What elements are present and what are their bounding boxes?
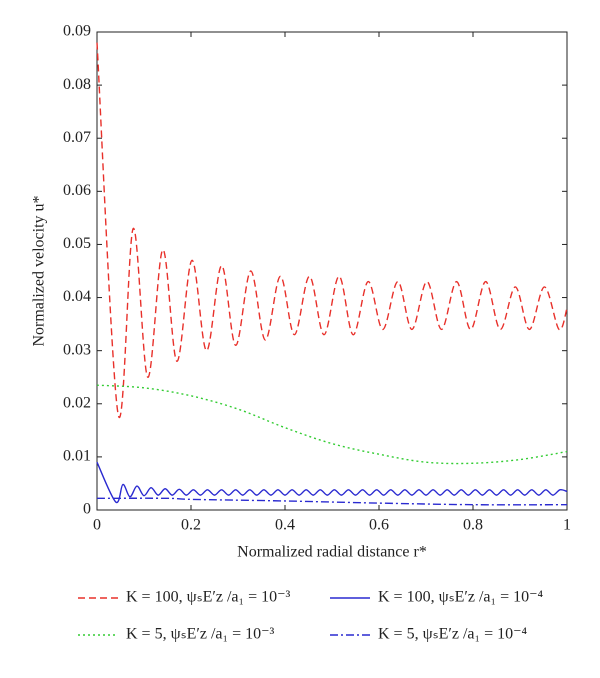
series-line: [96, 497, 568, 506]
y-tick-label: 0.06: [63, 182, 91, 199]
x-tick-label: 0.6: [369, 517, 389, 534]
y-axis-label: Normalized velocity u*: [31, 195, 48, 346]
series-line: [96, 42, 568, 419]
series-line: [96, 384, 568, 465]
y-tick-label: 0.01: [63, 448, 91, 465]
y-tick-label: 0.05: [63, 235, 91, 252]
y-tick-label: 0.04: [63, 288, 91, 305]
plot-frame: [96, 31, 568, 511]
x-tick-label: 0: [93, 517, 101, 534]
legend-label: K = 5, ψₛE′z /a₁ = 10⁻⁴: [378, 626, 528, 643]
x-tick-label: 0.2: [181, 517, 201, 534]
legend-label: K = 5, ψₛE′z /a₁ = 10⁻³: [126, 626, 275, 643]
y-tick-label: 0.07: [63, 129, 91, 146]
x-tick-label: 0.8: [463, 517, 483, 534]
y-tick-label: 0.08: [63, 76, 91, 93]
legend-label: K = 100, ψₛE′z /a₁ = 10⁻³: [126, 589, 291, 606]
y-tick-label: 0.03: [63, 341, 91, 358]
y-tick-label: 0.02: [63, 394, 91, 411]
y-tick-label: 0: [83, 501, 91, 518]
x-axis-label: Normalized radial distance r*: [237, 544, 427, 561]
y-tick-label: 0.09: [63, 23, 91, 40]
x-tick-label: 1: [563, 517, 571, 534]
legend-label: K = 100, ψₛE′z /a₁ = 10⁻⁴: [378, 589, 544, 606]
series-line: [96, 461, 568, 504]
x-tick-label: 0.4: [275, 517, 295, 534]
